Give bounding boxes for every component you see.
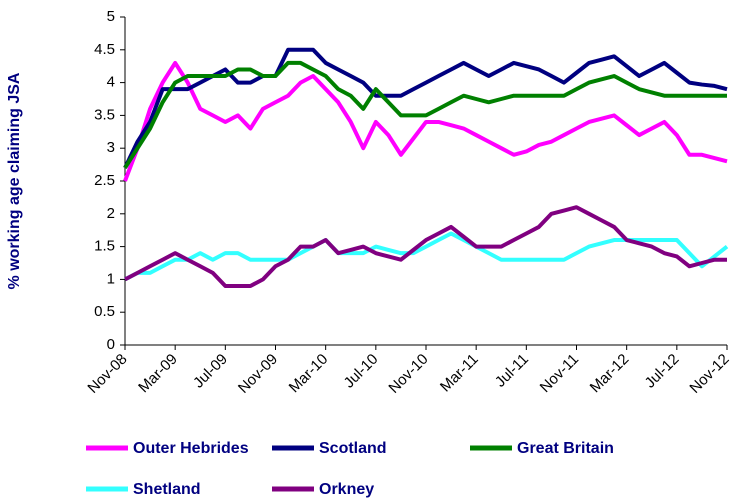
y-tick-label: 1.5: [94, 238, 115, 255]
series-line: [123, 60, 727, 169]
legend-label: Shetland: [133, 481, 201, 498]
x-tick-label: Nov-08: [84, 351, 130, 397]
legend-label: Outer Hebrides: [133, 440, 249, 457]
x-tick-label: Mar-09: [135, 351, 181, 397]
y-tick-label: 0.5: [94, 303, 115, 320]
x-tick-label: Jul-10: [341, 351, 382, 392]
x-tick-label: Jul-09: [190, 351, 231, 392]
x-tick-label: Mar-10: [286, 351, 332, 397]
x-tick-label: Jul-11: [492, 351, 532, 391]
x-tick-label: Mar-11: [437, 351, 482, 396]
y-tick-label: 1: [107, 270, 115, 287]
y-tick-label: 3: [107, 139, 115, 156]
legend-label: Great Britain: [517, 440, 614, 457]
y-tick-label: 0: [107, 336, 115, 353]
legend-label: Orkney: [319, 481, 374, 498]
x-tick-label: Nov-12: [686, 351, 732, 397]
y-tick-label: 3.5: [94, 106, 115, 123]
y-tick-label: 2.5: [94, 172, 115, 189]
x-tick-label: Nov-09: [235, 351, 281, 397]
series-line: [123, 60, 728, 182]
legend-label: Scotland: [319, 440, 387, 457]
series-line: [123, 47, 728, 169]
x-tick-label: Jul-12: [642, 351, 683, 392]
x-tick-label: Nov-11: [537, 351, 582, 396]
y-tick-label: 2: [107, 205, 115, 222]
y-tick-label: 4.5: [94, 41, 115, 58]
y-axis-title: % working age claiming JSA: [6, 72, 23, 289]
y-tick-label: 4: [107, 74, 115, 91]
x-tick-label: Mar-12: [587, 351, 633, 397]
x-tick-label: Nov-10: [385, 351, 431, 397]
series-line: [124, 205, 727, 288]
y-tick-label: 5: [107, 8, 115, 25]
